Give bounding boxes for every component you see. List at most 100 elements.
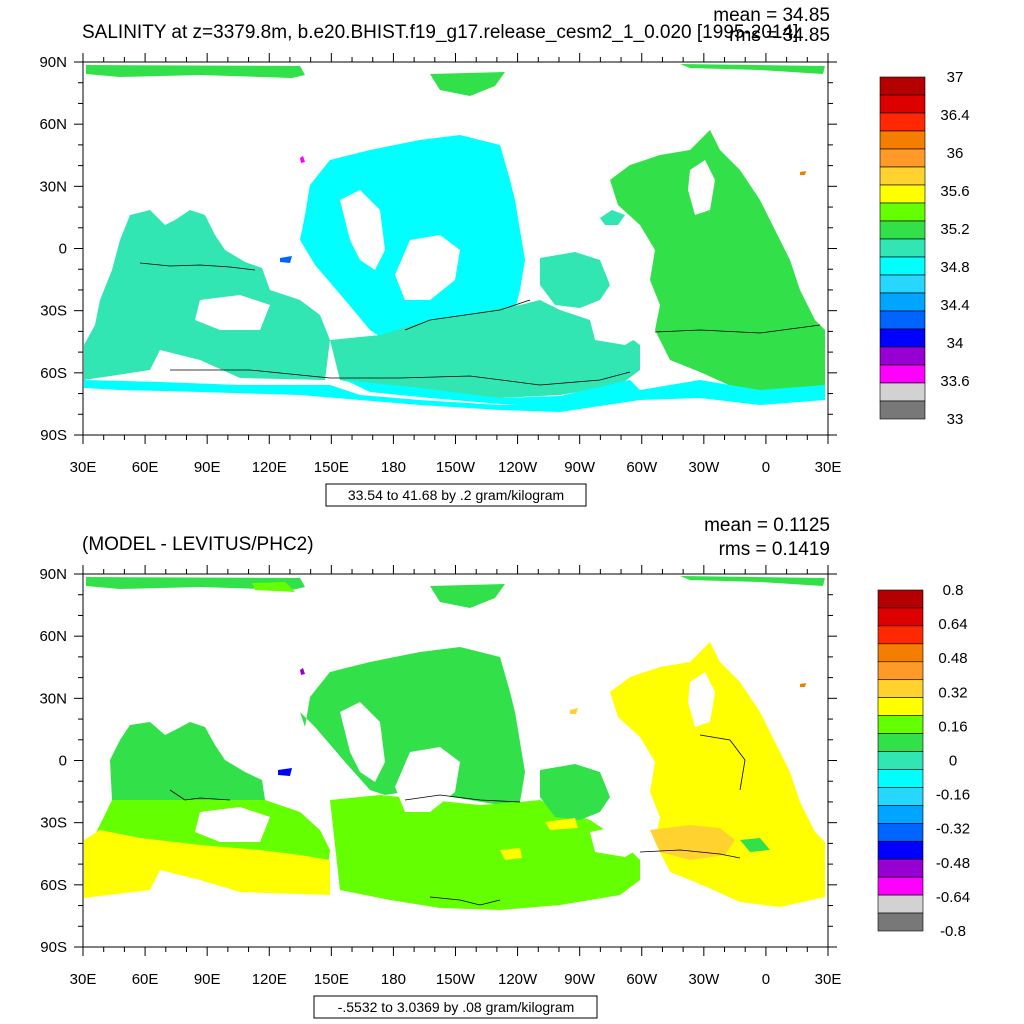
colorbar-label: 35.2 (940, 221, 969, 238)
colorbar-label: 0.64 (938, 616, 967, 633)
colorbar-label: 0.32 (938, 684, 967, 701)
salinity-panel: SALINITY at z=3379.8m, b.e20.BHIST.f19_g… (39, 5, 970, 507)
colorbar-swatch (879, 76, 926, 96)
difference-panel: (MODEL - LEVITUS/PHC2) mean = 0.1125 rms… (39, 515, 970, 1019)
colorbar-swatch (877, 697, 924, 716)
y-tick-label: 30S (40, 303, 67, 320)
colorbar-swatch (877, 787, 924, 806)
colorbar-swatch (879, 310, 926, 330)
y-tick-label: 90N (39, 54, 67, 71)
x-tick-label: 0 (762, 459, 770, 476)
panel-title: (MODEL - LEVITUS/PHC2) (82, 534, 314, 555)
y-tick-label: 30N (39, 690, 67, 707)
colorbar-label: 0.48 (938, 650, 967, 667)
colorbar-label: 33.6 (940, 373, 969, 390)
x-tick-label: 180 (381, 971, 406, 988)
x-tick-label: 120E (252, 971, 287, 988)
x-tick-label: 30E (815, 971, 842, 988)
colorbar-swatch (877, 661, 924, 681)
y-tick-label: 60S (40, 877, 67, 894)
colorbar-swatch (877, 625, 924, 645)
x-tick-label: 150W (436, 971, 476, 988)
stat-mean: mean = 34.85 (713, 5, 830, 26)
x-tick-label: 30E (70, 971, 97, 988)
colorbar: 37 36.4 36 35.6 35.2 34.8 34.4 34 33.6 33 (879, 69, 970, 428)
x-tick-label: 30E (70, 459, 97, 476)
x-tick-label: 150E (314, 971, 349, 988)
x-tick-label: 180 (381, 459, 406, 476)
colorbar-swatch (877, 894, 924, 914)
colorbar-label: 33 (947, 411, 964, 428)
colorbar-swatch (879, 274, 926, 294)
colorbar-label: -0.32 (936, 821, 970, 838)
x-axis: 30E 60E 90E 120E 150E 180 150W 120W 90W 60W 30W 0 30… (70, 565, 842, 988)
colorbar-label: 0.16 (938, 718, 967, 735)
x-tick-label: 30W (688, 459, 720, 476)
colorbar-label: 36.4 (940, 107, 969, 124)
colorbar-label: 35.6 (940, 183, 969, 200)
colorbar-label: -0.16 (936, 787, 970, 804)
colorbar-swatch (877, 805, 924, 824)
x-tick-label: 90E (194, 971, 221, 988)
stat-rms: rms = 0.1419 (719, 539, 830, 560)
colorbar-label: 34.8 (940, 259, 969, 276)
colorbar-label: -0.8 (940, 923, 966, 940)
colorbar-label: 36 (947, 145, 964, 162)
x-tick-label: 60W (626, 971, 658, 988)
colorbar-swatch (879, 94, 926, 114)
map-field (82, 573, 829, 948)
y-tick-label: 30N (39, 178, 67, 195)
colorbar-swatch (879, 112, 926, 132)
y-tick-label: 60S (40, 365, 67, 382)
colorbar: 0.8 0.64 0.48 0.32 0.16 0 -0.16 -0.32 -0.48 -0.64… (877, 582, 970, 940)
colorbar-swatch (877, 679, 924, 698)
colorbar-label: 0 (949, 753, 957, 770)
x-tick-label: 90W (564, 971, 596, 988)
x-tick-label: 90W (564, 459, 596, 476)
colorbar-swatch (877, 589, 924, 609)
colorbar-swatch (879, 238, 926, 258)
y-tick-label: 30S (40, 815, 67, 832)
colorbar-swatch (877, 912, 924, 932)
colorbar-label: 34.4 (940, 297, 969, 314)
colorbar-swatch (877, 733, 924, 752)
x-axis: 30E 60E 90E 120E 150E 180 150W 120W 90W 60W 30W 0 30… (70, 53, 842, 476)
range-label: 33.54 to 41.68 by .2 gram/kilogram (348, 487, 564, 503)
y-tick-label: 90S (40, 427, 67, 444)
x-tick-label: 120W (498, 459, 538, 476)
y-axis: 90N 60N 30N 0 30S 60S 90S (39, 566, 837, 956)
x-tick-label: 60E (132, 971, 159, 988)
colorbar-swatch (879, 148, 926, 168)
colorbar-swatch (879, 220, 926, 240)
colorbar-label: -0.48 (936, 855, 970, 872)
colorbar-swatch (877, 715, 924, 734)
colorbar-swatch (879, 346, 926, 366)
colorbar-swatch (877, 876, 924, 896)
x-tick-label: 120E (252, 459, 287, 476)
range-label-box (325, 483, 587, 507)
colorbar-swatch (877, 751, 924, 770)
colorbar-swatch (879, 292, 926, 312)
colorbar-swatch (879, 130, 926, 150)
stat-rms: rms = 34.85 (729, 25, 830, 46)
colorbar-swatch (877, 607, 924, 627)
range-label: -.5532 to 3.0369 by .08 gram/kilogram (338, 999, 575, 1015)
colorbar-swatch (879, 400, 926, 420)
colorbar-swatch (879, 184, 926, 204)
x-tick-label: 150E (314, 459, 349, 476)
panel-title: SALINITY at z=3379.8m, b.e20.BHIST.f19_g… (82, 22, 798, 43)
x-tick-label: 60W (626, 459, 658, 476)
x-tick-label: 30E (815, 459, 842, 476)
x-tick-label: 0 (762, 971, 770, 988)
y-tick-label: 90S (40, 939, 67, 956)
x-tick-label: 30W (688, 971, 720, 988)
colorbar-swatch (879, 382, 926, 402)
colorbar-label: -0.64 (936, 889, 970, 906)
colorbar-swatch (879, 364, 926, 384)
colorbar-swatch (879, 256, 926, 276)
colorbar-label: 37 (947, 69, 964, 86)
colorbar-swatch (877, 769, 924, 788)
colorbar-swatch (879, 202, 926, 222)
x-tick-label: 90E (194, 459, 221, 476)
y-axis: 90N 60N 30N 0 30S 60S 90S (39, 54, 837, 444)
